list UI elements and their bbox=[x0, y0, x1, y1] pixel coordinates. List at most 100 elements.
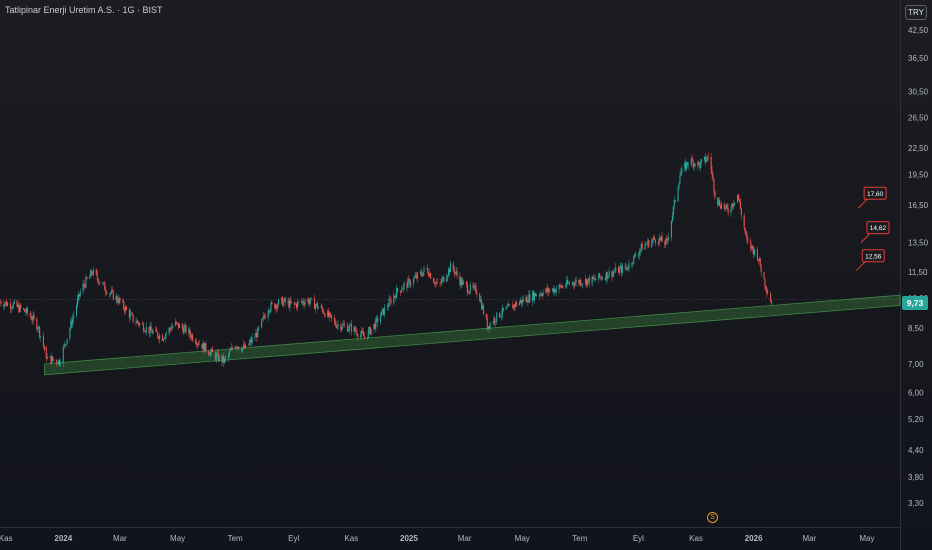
candle bbox=[754, 247, 756, 257]
candle bbox=[138, 321, 140, 328]
candle bbox=[381, 307, 384, 315]
candle bbox=[410, 279, 412, 289]
candle bbox=[601, 275, 604, 280]
candle bbox=[360, 330, 362, 340]
candle bbox=[455, 266, 457, 276]
candle bbox=[176, 322, 179, 325]
candle bbox=[403, 280, 405, 290]
candle bbox=[482, 303, 485, 316]
candle bbox=[480, 296, 482, 304]
candle bbox=[717, 197, 719, 209]
candle bbox=[572, 281, 574, 289]
dividend-event-icon[interactable]: S bbox=[707, 512, 718, 523]
candle bbox=[18, 300, 20, 314]
candle bbox=[191, 333, 193, 341]
candle bbox=[301, 300, 303, 307]
candle bbox=[171, 323, 173, 331]
candle bbox=[145, 322, 147, 336]
candle bbox=[555, 285, 557, 296]
candle bbox=[539, 290, 541, 298]
candle bbox=[261, 317, 264, 320]
candle bbox=[102, 280, 104, 286]
candle bbox=[33, 312, 35, 322]
candle bbox=[69, 326, 71, 342]
candle bbox=[573, 281, 575, 291]
candle bbox=[446, 273, 448, 283]
candle bbox=[257, 326, 259, 338]
candle bbox=[197, 340, 199, 348]
target-label[interactable]: 12,56 bbox=[855, 249, 885, 272]
candle bbox=[487, 325, 489, 330]
candle bbox=[144, 330, 146, 334]
candle bbox=[651, 237, 653, 249]
candle bbox=[258, 326, 260, 332]
candle bbox=[545, 287, 547, 294]
candle bbox=[84, 283, 86, 290]
candle bbox=[267, 307, 269, 322]
candle bbox=[208, 349, 210, 357]
candle bbox=[657, 240, 659, 247]
time-tick-label: 2024 bbox=[54, 534, 72, 543]
candle bbox=[218, 353, 220, 363]
candle bbox=[434, 281, 436, 289]
candle bbox=[108, 292, 111, 298]
candle bbox=[242, 346, 244, 354]
candle bbox=[235, 345, 237, 348]
price-tick-label: 42,50 bbox=[908, 26, 929, 35]
candle bbox=[238, 346, 240, 350]
candle bbox=[448, 266, 450, 278]
candle bbox=[158, 335, 160, 342]
candle bbox=[19, 302, 21, 314]
candle bbox=[758, 256, 760, 262]
candle bbox=[297, 301, 299, 306]
candle bbox=[620, 262, 622, 278]
candle bbox=[553, 286, 555, 297]
candle bbox=[119, 297, 121, 305]
candle bbox=[16, 299, 18, 308]
candle bbox=[315, 302, 317, 307]
candle bbox=[341, 327, 343, 333]
candle bbox=[277, 303, 279, 312]
candle bbox=[131, 311, 133, 316]
candle bbox=[723, 202, 725, 211]
candle bbox=[268, 309, 270, 315]
candle bbox=[76, 295, 78, 309]
candle bbox=[737, 194, 739, 204]
candle bbox=[540, 292, 542, 297]
candle bbox=[337, 320, 339, 331]
candle bbox=[394, 295, 396, 298]
candle bbox=[680, 168, 682, 176]
candle bbox=[665, 237, 667, 249]
price-tick-label: 36,50 bbox=[908, 54, 929, 63]
candle bbox=[397, 287, 399, 294]
candle bbox=[459, 272, 461, 287]
candle bbox=[679, 171, 681, 184]
candle bbox=[500, 310, 503, 322]
candle bbox=[512, 300, 514, 309]
currency-button[interactable]: TRY bbox=[905, 5, 927, 20]
candle bbox=[759, 257, 761, 268]
candle bbox=[38, 325, 40, 333]
candle bbox=[614, 267, 616, 273]
candle bbox=[249, 336, 251, 347]
candle bbox=[130, 311, 132, 314]
candle bbox=[380, 311, 382, 326]
candle bbox=[513, 303, 515, 311]
candle bbox=[96, 269, 98, 282]
candle bbox=[710, 152, 712, 175]
candle bbox=[210, 348, 212, 359]
target-label[interactable]: 14,62 bbox=[860, 221, 890, 243]
target-label[interactable]: 17,60 bbox=[857, 186, 887, 209]
candle bbox=[426, 267, 428, 270]
support-trendline-band[interactable] bbox=[43, 294, 901, 376]
candle bbox=[195, 338, 197, 348]
candle bbox=[506, 303, 508, 308]
candle bbox=[109, 292, 112, 297]
candle bbox=[626, 267, 628, 271]
candle bbox=[320, 304, 322, 309]
candle bbox=[228, 347, 231, 358]
candle bbox=[295, 302, 297, 306]
candle bbox=[548, 287, 550, 297]
candle bbox=[30, 312, 32, 321]
